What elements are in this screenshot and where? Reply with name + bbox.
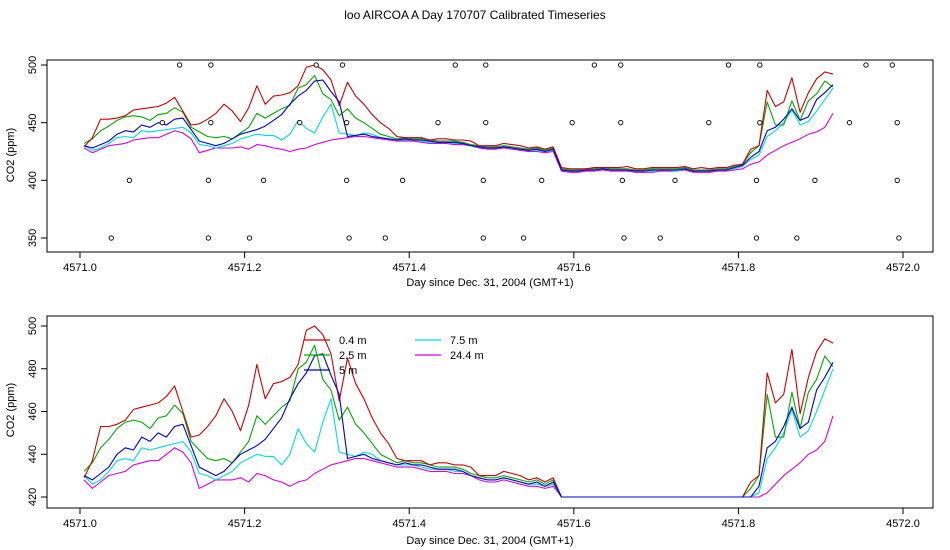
bottom-y-axis-label: CO2 (ppm): [5, 383, 17, 437]
marker-point: [452, 62, 458, 68]
marker-point: [205, 235, 212, 241]
marker-point: [794, 235, 800, 241]
marker-point: [480, 177, 486, 183]
legend-label-3: 7.5 m: [450, 335, 478, 347]
marker-point: [591, 62, 598, 68]
series-line-2-5-m: [83, 74, 834, 171]
marker-point: [297, 120, 303, 126]
marker-point: [846, 120, 853, 126]
marker-point: [346, 235, 352, 241]
y-tick-label: 350: [27, 229, 39, 247]
marker-point: [539, 177, 545, 183]
marker-point: [812, 177, 818, 183]
x-tick-label: 4571.6: [557, 262, 591, 274]
series-line-24-4-m: [83, 113, 834, 173]
marker-point: [313, 62, 319, 68]
top-marker-points: [108, 62, 902, 241]
marker-point: [399, 177, 406, 183]
series-line-7-5-m: [83, 87, 834, 172]
marker-point: [176, 62, 183, 68]
marker-point: [757, 120, 763, 126]
x-tick-label: 4571.4: [392, 262, 426, 274]
bottom-series-lines: [83, 325, 834, 498]
y-tick-label: 500: [27, 317, 39, 335]
bottom-panel: 420 440 460 480 500 4571.0 4571.2 4571.4 4571.6…: [5, 315, 934, 547]
marker-point: [126, 177, 133, 183]
top-x-axis-label: Day since Dec. 31, 2004 (GMT+1): [406, 277, 573, 289]
series-line-5-m: [83, 353, 834, 498]
series-line-5-m: [83, 79, 834, 172]
top-plot-frame: [46, 59, 934, 253]
top-y-axis-label: CO2 (ppm): [5, 128, 17, 182]
marker-point: [894, 177, 900, 183]
marker-point: [619, 177, 626, 183]
marker-point: [657, 235, 663, 241]
x-tick-label: 4571.6: [557, 518, 591, 530]
legend-label-1: 2.5 m: [339, 350, 367, 362]
marker-point: [621, 235, 627, 241]
x-tick-label: 4572.0: [886, 518, 920, 530]
y-tick-label: 500: [27, 56, 39, 74]
y-tick-label: 420: [27, 488, 39, 506]
marker-point: [344, 177, 350, 183]
marker-point: [159, 120, 165, 126]
legend-label-4: 24.4 m: [450, 350, 484, 362]
x-tick-label: 4571.8: [722, 262, 756, 274]
marker-point: [889, 62, 895, 68]
x-tick-label: 4571.8: [722, 518, 756, 530]
marker-point: [896, 235, 902, 241]
marker-point: [246, 235, 253, 241]
x-tick-label: 4571.0: [63, 518, 97, 530]
marker-point: [753, 177, 760, 183]
legend-label-0: 0.4 m: [339, 335, 367, 347]
marker-point: [208, 62, 214, 68]
y-tick-label: 450: [27, 113, 39, 131]
top-y-axis: 350 400 450 500: [27, 56, 48, 247]
marker-point: [483, 62, 489, 68]
marker-point: [480, 235, 486, 241]
legend: 0.4 m 2.5 m 5 m 7.5 m 24.4 m: [304, 335, 484, 377]
marker-point: [260, 177, 267, 183]
x-tick-label: 4571.2: [228, 518, 262, 530]
y-tick-label: 480: [27, 360, 39, 378]
marker-point: [435, 120, 441, 126]
marker-point: [205, 177, 212, 183]
marker-point: [706, 120, 712, 126]
marker-point: [520, 235, 527, 241]
y-tick-label: 440: [27, 445, 39, 463]
bottom-y-axis: 420 440 460 480 500: [27, 317, 48, 506]
x-tick-label: 4571.4: [392, 518, 426, 530]
bottom-x-axis: 4571.0 4571.2 4571.4 4571.6 4571.8 4572.0: [63, 507, 920, 530]
x-tick-label: 4571.2: [228, 262, 262, 274]
series-line-0-4-m: [83, 64, 834, 170]
x-tick-label: 4572.0: [886, 262, 920, 274]
x-tick-label: 4571.0: [63, 262, 97, 274]
marker-point: [863, 62, 869, 68]
marker-point: [618, 120, 624, 126]
top-x-axis: 4571.0 4571.2 4571.4 4571.6 4571.8 4572.0: [63, 251, 920, 274]
marker-point: [382, 235, 388, 241]
marker-point: [894, 120, 900, 126]
marker-point: [753, 235, 760, 241]
top-series-lines: [83, 64, 834, 173]
legend-label-2: 5 m: [339, 365, 357, 377]
y-tick-label: 400: [27, 171, 39, 189]
marker-point: [725, 62, 732, 68]
marker-point: [672, 177, 678, 183]
series-line-24-4-m: [83, 415, 834, 498]
marker-point: [618, 62, 624, 68]
bottom-x-axis-label: Day since Dec. 31, 2004 (GMT+1): [406, 535, 573, 547]
y-tick-label: 460: [27, 402, 39, 420]
marker-point: [339, 62, 346, 68]
marker-point: [208, 120, 214, 126]
marker-point: [483, 120, 489, 126]
marker-point: [757, 62, 763, 68]
series-line-2-5-m: [83, 344, 834, 498]
marker-point: [569, 120, 575, 126]
marker-point: [108, 235, 114, 241]
chart-title: loo AIRCOA A Day 170707 Calibrated Times…: [344, 8, 605, 22]
marker-point: [344, 120, 350, 126]
